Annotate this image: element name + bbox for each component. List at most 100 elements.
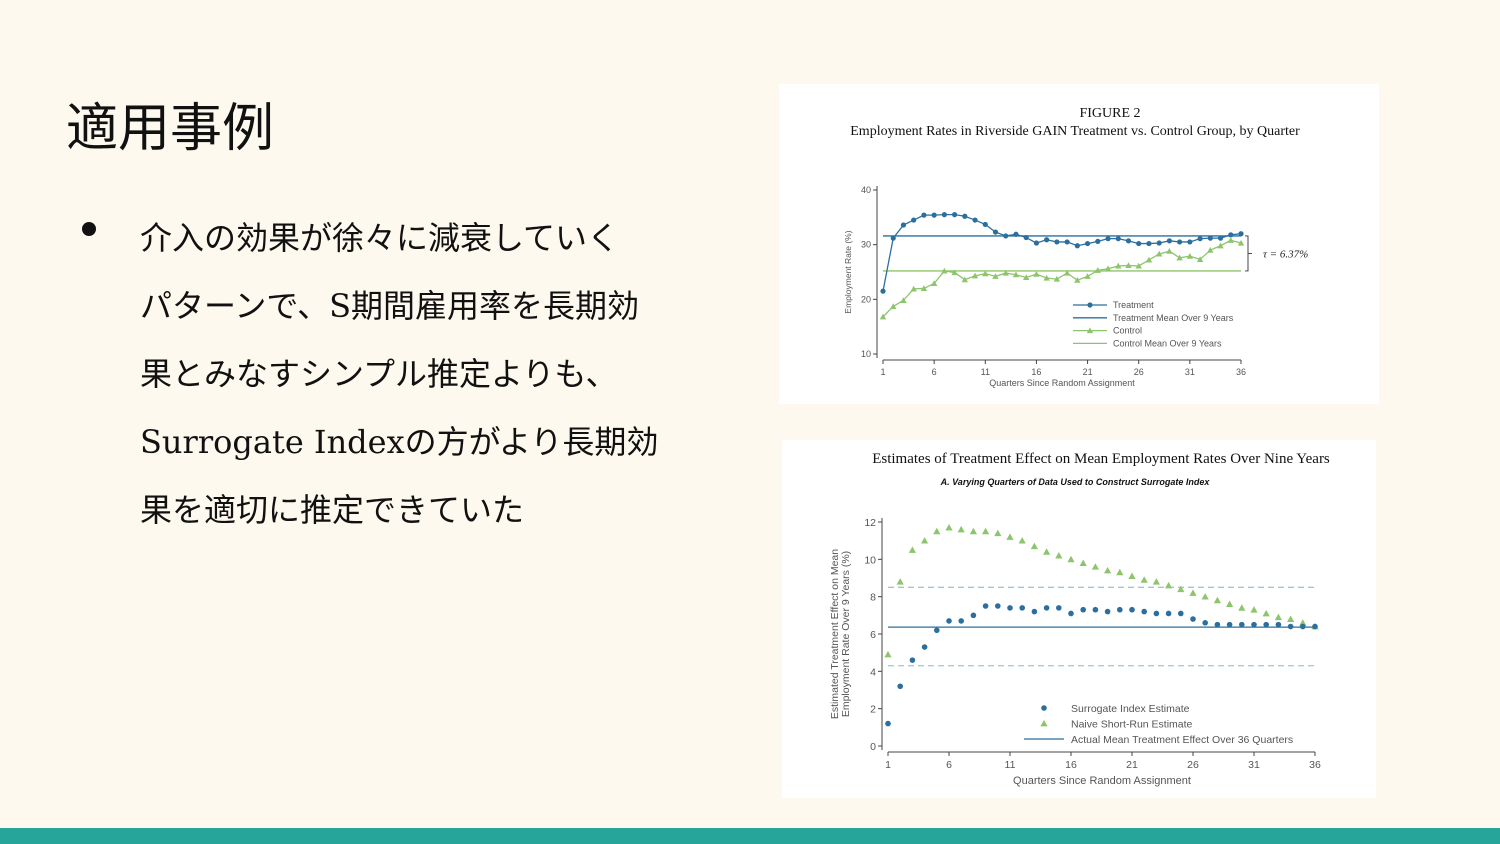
x-axis-label: Quarters Since Random Assignment bbox=[989, 378, 1135, 388]
surrogate-estimate-point bbox=[946, 618, 952, 624]
surrogate-estimate-point bbox=[897, 683, 903, 690]
legend-label: Control bbox=[1113, 326, 1142, 336]
control-point bbox=[992, 273, 999, 279]
control-point bbox=[1125, 262, 1132, 268]
surrogate-estimate-point bbox=[1031, 608, 1038, 615]
treatment-point bbox=[1217, 235, 1224, 241]
x-tick-label: 26 bbox=[1187, 759, 1199, 771]
chart-title: Estimates of Treatment Effect on Mean Em… bbox=[872, 451, 1330, 467]
legend-marker bbox=[1040, 719, 1048, 727]
control-point bbox=[971, 272, 979, 279]
treatment-point bbox=[952, 212, 958, 218]
control-point bbox=[1227, 237, 1234, 243]
naive-estimate-point bbox=[1165, 581, 1173, 589]
surrogate-estimate-point bbox=[1019, 605, 1025, 611]
surrogate-estimate-point bbox=[1056, 605, 1062, 611]
bullet-text: 介入の効果が徐々に減衰していく パターンで、S期間雇用率を長期効 果とみなすシン… bbox=[140, 204, 720, 544]
surrogate-estimate-point bbox=[1263, 621, 1269, 628]
x-tick-label: 31 bbox=[1248, 759, 1260, 771]
naive-estimate-point bbox=[1287, 615, 1295, 622]
control-point bbox=[1115, 262, 1122, 269]
x-tick-label: 21 bbox=[1126, 759, 1138, 771]
naive-estimate-point bbox=[1250, 606, 1258, 613]
x-tick-label: 21 bbox=[1083, 367, 1093, 377]
bullet-line: Surrogate Indexの方がより長期効 bbox=[140, 423, 659, 461]
control-point bbox=[1002, 269, 1009, 276]
surrogate-estimate-point bbox=[1068, 610, 1074, 617]
surrogate-estimate-point bbox=[1251, 621, 1257, 628]
control-point bbox=[1053, 275, 1061, 282]
naive-estimate-point bbox=[921, 537, 929, 544]
naive-estimate-point bbox=[1043, 548, 1051, 555]
naive-estimate-point bbox=[994, 529, 1002, 537]
legend-label: Treatment Mean Over 9 Years bbox=[1113, 313, 1234, 323]
treatment-point bbox=[1033, 240, 1040, 246]
treatment-point bbox=[1044, 237, 1050, 243]
control-point bbox=[1012, 271, 1020, 278]
control-point bbox=[910, 285, 917, 292]
control-point bbox=[982, 270, 989, 277]
x-tick-label: 11 bbox=[981, 367, 990, 377]
treatment-point bbox=[972, 217, 978, 223]
naive-estimate-point bbox=[1274, 613, 1282, 621]
naive-estimate-point bbox=[1201, 593, 1209, 600]
x-tick-label: 1 bbox=[885, 759, 891, 771]
naive-estimate-point bbox=[1079, 559, 1087, 566]
control-point bbox=[1043, 274, 1050, 281]
surrogate-estimate-point bbox=[1153, 610, 1160, 617]
x-tick-label: 26 bbox=[1134, 367, 1144, 377]
naive-estimate-point bbox=[1055, 552, 1063, 559]
surrogate-estimate-point bbox=[1239, 621, 1245, 628]
naive-estimate-point bbox=[1006, 533, 1014, 540]
surrogate-estimate-point bbox=[1202, 620, 1208, 626]
legend-marker bbox=[1041, 705, 1047, 711]
naive-estimate-point bbox=[1226, 600, 1234, 608]
surrogate-estimate-point bbox=[1214, 621, 1221, 628]
control-point bbox=[1033, 270, 1040, 277]
treatment-point bbox=[880, 288, 886, 294]
x-tick-label: 6 bbox=[932, 367, 937, 377]
figure-employment-rates: FIGURE 2 Employment Rates in Riverside GA… bbox=[779, 84, 1379, 404]
naive-estimate-point bbox=[1177, 585, 1185, 593]
surrogate-estimate-point bbox=[995, 603, 1001, 609]
slide-title: 適用事例 bbox=[66, 99, 275, 159]
y-tick-label: 10 bbox=[864, 554, 876, 566]
bullet-line: 介入の効果が徐々に減衰していく bbox=[140, 219, 620, 257]
legend-label: Actual Mean Treatment Effect Over 36 Qua… bbox=[1071, 734, 1293, 746]
surrogate-estimate-point bbox=[1226, 621, 1233, 628]
surrogate-estimate-point bbox=[1141, 608, 1147, 615]
treatment-point bbox=[1023, 234, 1029, 241]
x-tick-label: 1 bbox=[880, 367, 885, 377]
y-tick-label: 40 bbox=[861, 185, 871, 195]
treatment-point bbox=[1207, 235, 1213, 241]
figure-label: FIGURE 2 bbox=[1079, 106, 1140, 121]
control-point bbox=[961, 276, 969, 283]
tau-bracket bbox=[1245, 235, 1252, 272]
treatment-point bbox=[992, 229, 999, 235]
naive-estimate-point bbox=[884, 650, 892, 658]
control-point bbox=[1063, 269, 1071, 276]
footer-bar bbox=[0, 828, 1500, 844]
treatment-point bbox=[900, 222, 907, 228]
naive-estimate-point bbox=[908, 546, 916, 553]
control-point bbox=[1074, 277, 1081, 283]
tau-annotation: τ = 6.37% bbox=[1263, 248, 1308, 260]
control-point bbox=[1104, 265, 1112, 272]
bullet-marker bbox=[82, 222, 96, 236]
treatment-point bbox=[1156, 240, 1162, 246]
x-tick-label: 31 bbox=[1185, 367, 1195, 377]
surrogate-estimate-point bbox=[921, 644, 928, 650]
y-tick-label: 4 bbox=[870, 666, 876, 678]
y-tick-label: 6 bbox=[870, 629, 876, 641]
control-point bbox=[1145, 256, 1153, 263]
y-axis-label: Estimated Treatment Effect on Mean bbox=[829, 549, 841, 719]
treatment-point bbox=[890, 235, 896, 241]
bullet-line: 果を適切に推定できていた bbox=[140, 491, 525, 529]
naive-estimate-point bbox=[969, 527, 977, 535]
treatment-point bbox=[1197, 236, 1203, 242]
surrogate-estimate-point bbox=[1178, 610, 1184, 617]
control-point bbox=[1186, 252, 1194, 259]
treatment-point bbox=[1115, 236, 1121, 242]
naive-estimate-point bbox=[1238, 604, 1246, 611]
chart-title: Employment Rates in Riverside GAIN Treat… bbox=[850, 124, 1300, 139]
